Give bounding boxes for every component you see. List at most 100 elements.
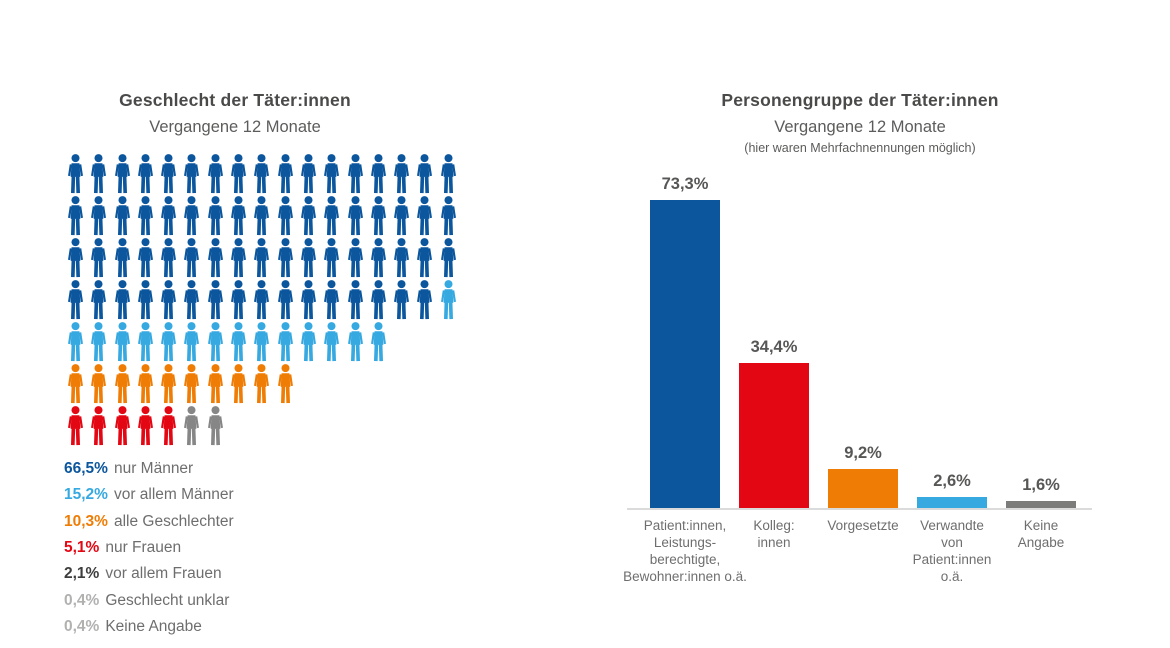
legend-item: 15,2% vor allem Männer [64,482,234,508]
bar-category-label-line: Keine [1023,518,1059,533]
pictogram-row [66,154,458,196]
person-icon [415,196,434,237]
person-icon [159,280,178,321]
person-icon [182,322,201,363]
person-icon [113,196,132,237]
person-icon [136,280,155,321]
legend-label: vor allem Männer [113,486,234,504]
person-icon [159,196,178,237]
left-chart-title-block: Geschlecht der Täter:innen Vergangene 12… [20,90,450,137]
person-icon [113,364,132,405]
person-icon [299,238,318,279]
person-icon [439,154,458,195]
bar [917,497,987,508]
right-chart-subtitle: Vergangene 12 Monate [774,118,946,136]
person-icon [229,364,248,405]
person-icon [252,196,271,237]
bar-value-label: 9,2% [844,444,882,463]
person-icon [415,238,434,279]
bar-category-label-line: Kolleg: [753,518,795,533]
person-icon [322,238,341,279]
person-icon [182,196,201,237]
person-icon [346,238,365,279]
bar-group: 1,6% Keine Angabe [1006,200,1076,550]
person-icon [439,238,458,279]
person-icon [206,322,225,363]
person-icon [229,154,248,195]
person-icon [66,280,85,321]
person-icon [322,154,341,195]
bar-value-label: 73,3% [661,175,709,193]
person-icon [206,406,225,447]
person-icon [206,238,225,279]
person-icon [206,154,225,195]
person-icon [392,154,411,195]
person-icon [66,364,85,405]
person-icon [276,364,295,405]
legend-value: 10,3% [64,512,108,530]
person-icon [229,322,248,363]
person-icon [229,196,248,237]
legend-item: 2,1% vor allem Frauen [64,561,234,587]
legend-value: 5,1% [64,539,100,557]
person-icon [299,154,318,195]
bar-category-label-line: von [941,535,963,550]
bar-category-label-line: Vorgesetzte [827,518,899,533]
person-icon [252,364,271,405]
bar-value-label: 2,6% [933,472,971,491]
person-icon [66,406,85,447]
person-icon [206,196,225,237]
person-icon [113,280,132,321]
right-chart-title-block: Personengruppe der Täter:innen Vergangen… [645,90,1075,155]
legend-value: 2,1% [64,565,100,583]
person-icon [276,154,295,195]
person-icon [89,154,108,195]
legend-label: Keine Angabe [105,617,202,635]
person-icon [66,322,85,363]
person-icon [276,280,295,321]
pictogram-row [66,196,458,238]
person-icon [206,364,225,405]
person-icon [89,280,108,321]
bar-category-label: Patient:innen, Leistungs-berechtigte, Bewo… [555,517,815,585]
bar-category-label-line: Verwandte [920,518,984,533]
pictogram-row [66,364,458,406]
person-icon [182,280,201,321]
person-icon [182,406,201,447]
left-chart-subtitle: Vergangene 12 Monate [149,118,321,136]
person-icon [369,280,388,321]
person-icon [276,238,295,279]
person-icon [136,406,155,447]
person-icon [136,238,155,279]
legend-item: 10,3% alle Geschlechter [64,509,234,535]
legend-label: vor allem Frauen [105,565,222,583]
person-icon [136,196,155,237]
bar-category-label: Keine Angabe [911,517,1170,551]
person-icon [89,238,108,279]
person-icon [276,196,295,237]
x-axis-line [627,508,1092,510]
right-chart-note: (hier waren Mehrfachnennungen möglich) [744,141,976,155]
person-icon [159,322,178,363]
left-chart-title: Geschlecht der Täter:innen [119,90,351,110]
person-icon [252,322,271,363]
legend-value: 0,4% [64,617,100,635]
person-icon [439,280,458,321]
person-icon [182,238,201,279]
bar [828,469,898,508]
person-icon [392,280,411,321]
person-icon [113,322,132,363]
legend-label: nur Männer [113,460,194,478]
person-icon [89,364,108,405]
legend-label: alle Geschlechter [113,512,234,530]
person-icon [346,322,365,363]
person-icon [299,322,318,363]
gender-legend: 66,5% nur Männer 15,2% vor allem Männer … [64,456,234,640]
person-icon [299,280,318,321]
person-icon [182,154,201,195]
bar-category-label-line: Patient:innen [912,552,992,567]
bar-category-label: Vorgesetzte [733,517,993,534]
bar [650,200,720,508]
person-icon [66,196,85,237]
